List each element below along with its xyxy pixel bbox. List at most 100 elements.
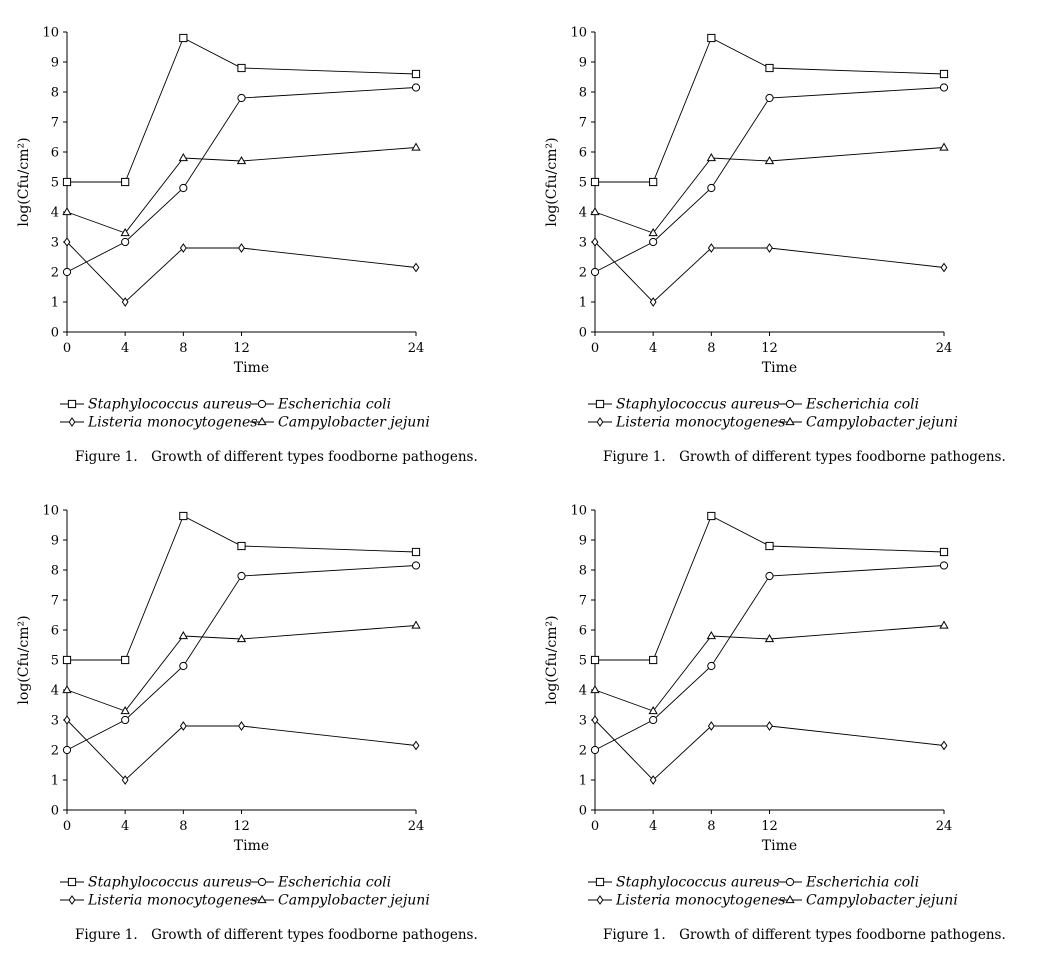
y-tick-label: 0 [579, 804, 587, 819]
y-tick-label: 6 [579, 624, 587, 639]
legend-marker [785, 877, 795, 887]
y-tick-label: 10 [570, 504, 587, 519]
legend-entry-2: Escherichia coli [250, 875, 391, 891]
data-point [179, 33, 188, 43]
legend-label: Campylobacter jejuni [278, 893, 430, 909]
data-point [62, 684, 72, 694]
x-tick-label: 4 [121, 341, 129, 356]
legend-marker [595, 877, 605, 887]
legend-entry-4: Campylobacter jejuni [250, 415, 430, 431]
data-point [179, 183, 188, 193]
data-point [237, 63, 246, 73]
data-point [62, 267, 72, 277]
legend-label: Staphylococcus aureus [88, 397, 252, 413]
data-point [707, 243, 715, 253]
y-tick-label: 7 [579, 594, 587, 609]
data-point [179, 511, 188, 521]
y-tick-label: 2 [51, 744, 59, 759]
legend-entry-1: Staphylococcus aureus [60, 397, 252, 413]
data-point [590, 655, 600, 665]
legend-marker [68, 417, 76, 427]
data-point [649, 297, 657, 307]
y-tick-label: 2 [579, 266, 587, 281]
data-point [766, 243, 773, 253]
legend-entry-1: Staphylococcus aureus [588, 397, 780, 413]
y-tick-label: 4 [51, 684, 59, 699]
legend-label: Listeria monocytogenes [87, 893, 258, 909]
y-tick-label: 7 [51, 116, 59, 131]
y-tick-label: 5 [51, 654, 59, 669]
legend-marker [67, 877, 77, 887]
y-tick-label: 4 [51, 206, 59, 221]
legend-marker [785, 894, 795, 904]
legend-marker [785, 416, 795, 426]
x-tick-label: 8 [707, 819, 715, 834]
data-point [590, 684, 600, 694]
legend-entry-2: Escherichia coli [778, 875, 919, 891]
data-point [939, 620, 949, 629]
data-point [238, 243, 245, 253]
data-point [940, 262, 948, 273]
legend-marker [785, 399, 795, 409]
data-point [237, 93, 246, 103]
data-point [62, 206, 72, 216]
legend-label: Listeria monocytogenes [87, 415, 258, 431]
legend-label: Staphylococcus aureus [88, 875, 252, 891]
y-tick-label: 10 [42, 504, 59, 519]
data-point [62, 177, 72, 187]
y-tick-label: 2 [579, 744, 587, 759]
x-tick-label: 0 [63, 341, 71, 356]
data-point [939, 547, 949, 557]
data-point [179, 721, 187, 731]
y-tick-label: 9 [579, 56, 587, 71]
data-point [411, 142, 421, 151]
data-point [706, 630, 716, 640]
data-point [590, 206, 600, 216]
data-point [121, 177, 130, 187]
y-tick-label: 5 [579, 654, 587, 669]
y-tick-label: 0 [51, 326, 59, 341]
data-point [591, 715, 599, 725]
y-tick-label: 7 [579, 116, 587, 131]
data-point [648, 705, 658, 715]
data-point [940, 740, 948, 751]
legend-label: Escherichia coli [277, 875, 391, 891]
data-point [707, 661, 716, 671]
x-tick-label: 12 [761, 819, 778, 834]
legend-label: Listeria monocytogenes [615, 893, 786, 909]
data-point [237, 541, 246, 551]
data-point [237, 571, 246, 581]
data-point [120, 227, 130, 237]
legend-marker [257, 877, 267, 887]
x-tick-label: 4 [121, 819, 129, 834]
x-axis-title: Time [762, 838, 797, 854]
legend-marker [67, 399, 77, 409]
x-tick-label: 8 [179, 341, 187, 356]
legend-marker [257, 399, 267, 409]
data-point [590, 267, 600, 277]
y-tick-label: 1 [579, 774, 587, 789]
data-point [649, 715, 658, 725]
y-tick-label: 6 [579, 146, 587, 161]
data-point [238, 721, 245, 731]
data-point [707, 33, 716, 43]
data-point [591, 237, 599, 247]
data-point [765, 63, 774, 73]
data-point [121, 715, 130, 725]
x-tick-label: 4 [649, 341, 657, 356]
x-tick-label: 0 [591, 819, 599, 834]
x-tick-label: 24 [936, 341, 953, 356]
y-tick-label: 5 [51, 176, 59, 191]
data-point [765, 93, 774, 103]
legend-marker [68, 895, 76, 905]
x-tick-label: 12 [233, 819, 250, 834]
data-point [590, 745, 600, 755]
x-tick-label: 8 [179, 819, 187, 834]
data-point [412, 740, 420, 751]
legend-label: Campylobacter jejuni [806, 415, 958, 431]
y-tick-label: 1 [51, 296, 59, 311]
legend-label: Campylobacter jejuni [806, 893, 958, 909]
x-tick-label: 8 [707, 341, 715, 356]
data-point [649, 177, 658, 187]
